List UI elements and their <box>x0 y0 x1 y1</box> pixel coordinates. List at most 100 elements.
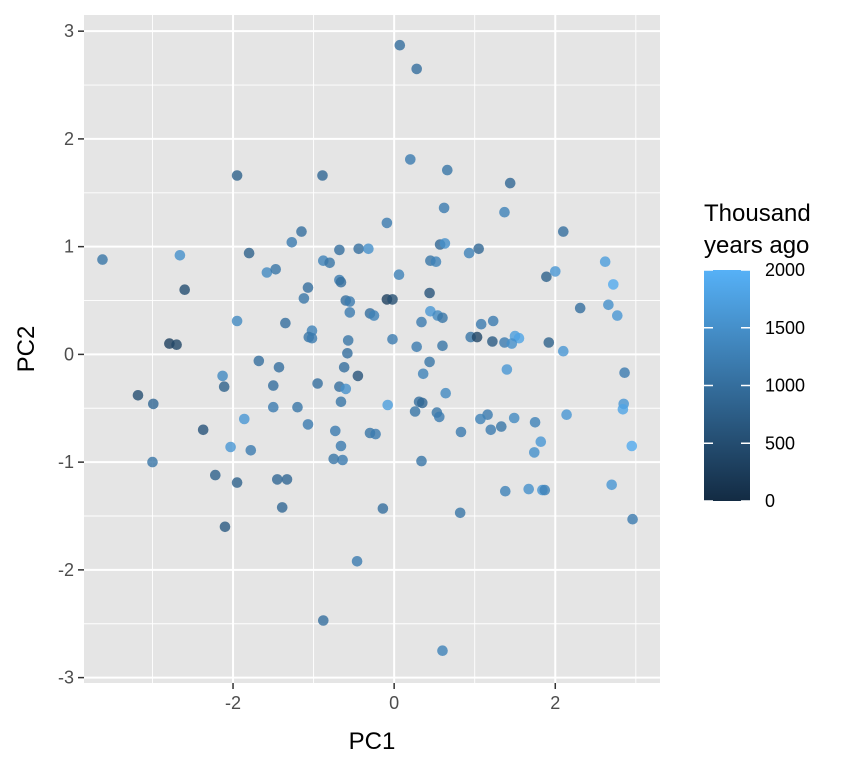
data-point <box>496 421 507 432</box>
data-point <box>417 368 429 380</box>
data-point <box>231 315 243 327</box>
y-tick-label: -3 <box>58 668 74 688</box>
data-point <box>328 453 340 465</box>
data-point <box>455 426 467 438</box>
data-point <box>210 469 221 481</box>
y-tick-label: 1 <box>64 237 74 257</box>
data-point <box>335 276 347 288</box>
legend-label: 0 <box>765 491 775 511</box>
data-point <box>499 206 510 218</box>
data-point <box>302 282 314 293</box>
legend-title-line1: Thousand <box>704 200 811 227</box>
data-point <box>543 337 555 348</box>
data-point <box>523 483 534 495</box>
legend-label: 500 <box>765 433 795 453</box>
data-point <box>268 401 279 413</box>
data-point <box>340 383 352 395</box>
data-point <box>179 284 190 296</box>
data-point <box>619 367 630 379</box>
data-point <box>603 299 614 311</box>
data-point <box>298 293 310 304</box>
legend-labels: 0 500 1000 1500 2000 <box>765 260 805 511</box>
data-point <box>292 401 303 413</box>
data-point <box>353 243 365 255</box>
legend-title-line2: years ago <box>704 232 809 259</box>
legend-ticks <box>704 269 750 502</box>
data-point <box>270 264 282 275</box>
data-point <box>394 39 406 51</box>
data-point <box>377 503 389 514</box>
data-point <box>475 413 486 425</box>
data-point <box>539 484 551 496</box>
data-point <box>174 250 186 261</box>
data-point <box>504 177 516 189</box>
data-point <box>370 428 381 440</box>
data-point <box>475 318 487 330</box>
data-point <box>411 63 423 75</box>
x-axis-title: PC1 <box>349 728 396 755</box>
data-point <box>231 170 243 181</box>
data-point <box>148 398 159 410</box>
legend-label: 2000 <box>765 260 805 280</box>
data-point <box>409 406 421 417</box>
data-point <box>424 287 435 299</box>
data-point <box>550 266 561 277</box>
data-point <box>417 397 428 409</box>
data-point <box>454 507 466 519</box>
data-point <box>438 202 450 214</box>
data-point <box>231 477 243 488</box>
data-point <box>281 474 293 485</box>
plot-panel <box>84 15 660 683</box>
data-point <box>439 238 451 249</box>
data-point <box>487 336 498 347</box>
x-tick-label: -2 <box>225 693 241 713</box>
data-point <box>382 399 394 411</box>
axis-ticks <box>78 30 557 689</box>
data-point <box>405 154 416 165</box>
data-point <box>471 331 483 343</box>
data-point <box>442 164 453 176</box>
data-point <box>302 419 314 430</box>
x-tick-label: 2 <box>550 693 560 713</box>
data-point <box>217 370 228 382</box>
data-point <box>330 425 341 437</box>
data-point <box>626 440 638 452</box>
data-point <box>487 315 499 327</box>
data-point <box>387 334 398 345</box>
data-point <box>272 474 283 485</box>
y-tick-labels: -3 -2 -1 0 1 2 3 <box>58 21 74 687</box>
y-tick-label: 3 <box>64 21 74 41</box>
data-point <box>381 217 393 229</box>
data-point <box>317 170 328 181</box>
data-point <box>239 413 250 425</box>
data-point <box>430 256 442 268</box>
data-point <box>197 424 209 436</box>
data-point <box>558 226 569 237</box>
data-point <box>253 355 265 367</box>
data-point <box>342 335 354 346</box>
data-point <box>541 271 552 283</box>
scatter-points <box>97 39 638 656</box>
y-axis-title: PC2 <box>13 326 40 373</box>
data-point <box>506 338 518 349</box>
data-point <box>280 317 291 329</box>
data-point <box>424 356 435 368</box>
data-point <box>243 247 255 259</box>
data-point <box>606 479 617 491</box>
data-point <box>286 237 298 248</box>
data-point <box>132 390 144 401</box>
data-point <box>171 339 182 351</box>
data-point <box>352 370 364 382</box>
data-point <box>612 310 623 321</box>
data-point <box>434 411 445 423</box>
data-point <box>276 502 288 513</box>
data-point <box>416 316 427 328</box>
data-point <box>335 440 347 452</box>
data-point <box>387 294 398 305</box>
legend-label: 1000 <box>765 376 805 396</box>
data-point <box>500 485 511 497</box>
data-point <box>368 310 380 321</box>
data-point <box>411 341 423 353</box>
data-point <box>513 332 525 344</box>
data-point <box>312 378 323 389</box>
